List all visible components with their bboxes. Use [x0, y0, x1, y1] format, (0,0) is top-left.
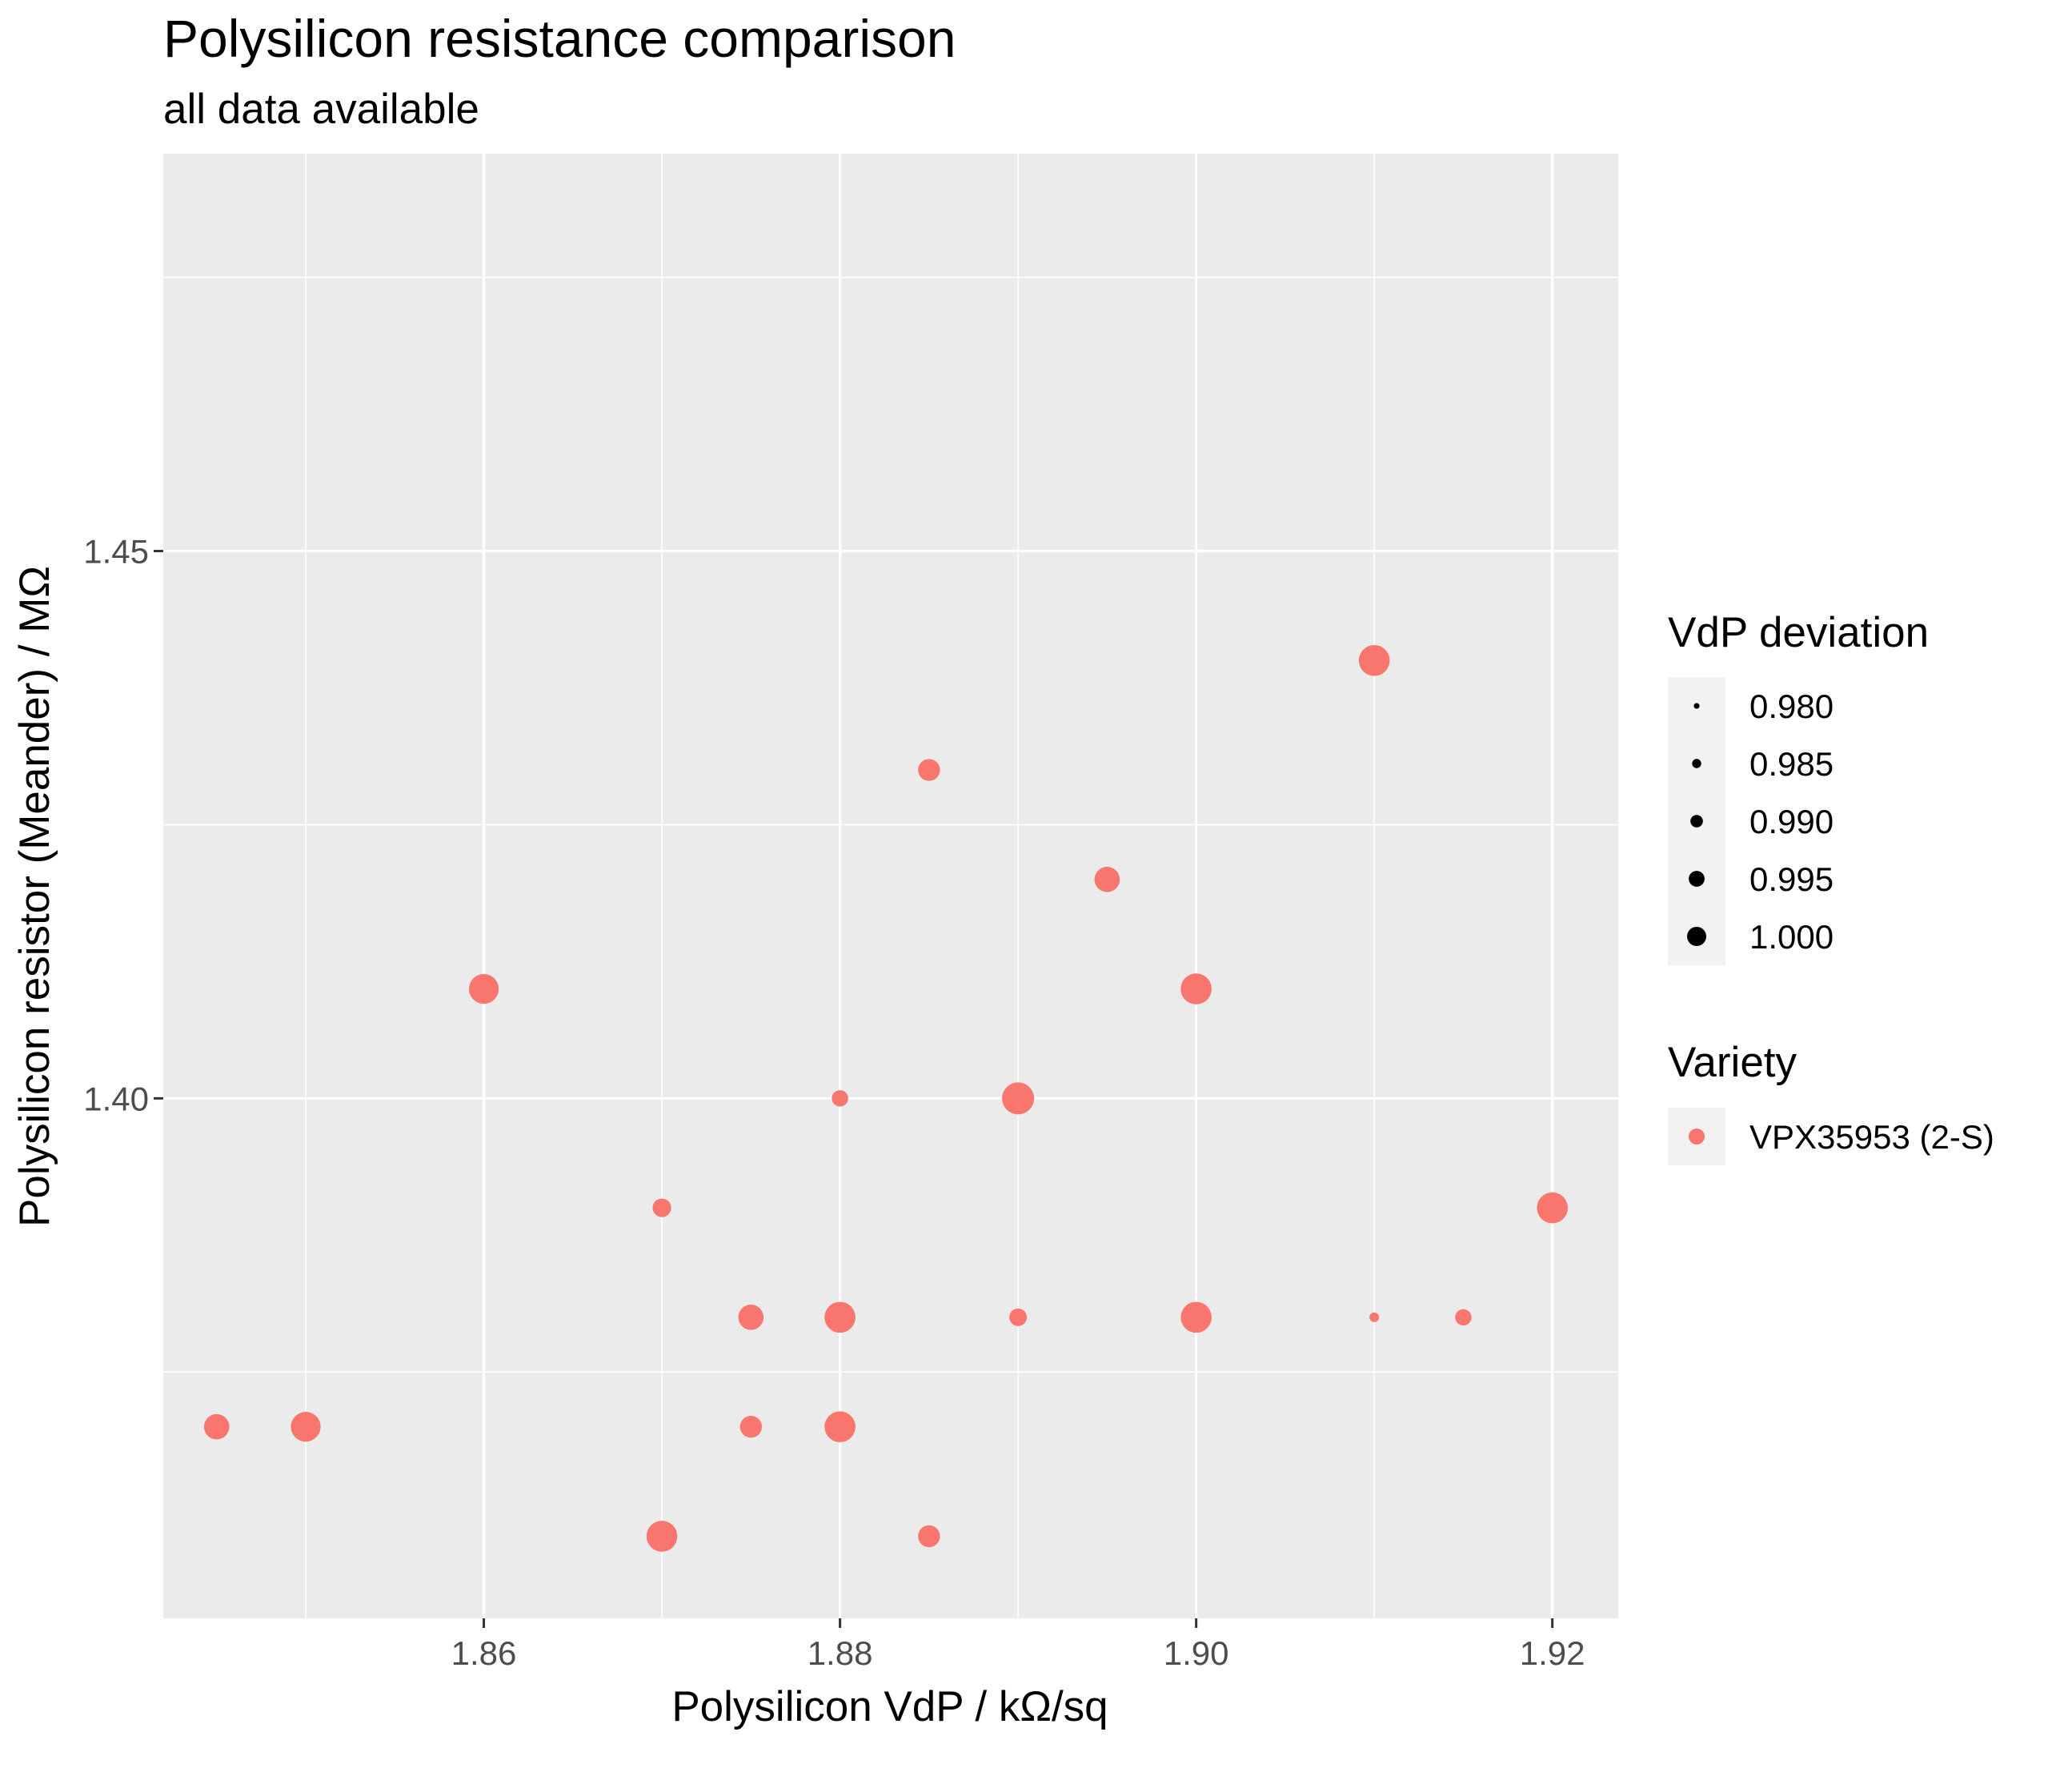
- y-axis-title: Polysilicon resistor (Meander) / MΩ: [11, 566, 58, 1227]
- data-point: [1180, 1301, 1212, 1333]
- grid-lines: [163, 154, 1618, 1618]
- data-point: [1358, 644, 1390, 676]
- size-legend-label: 1.000: [1749, 918, 1834, 956]
- data-point: [824, 1301, 856, 1333]
- y-tick-label: 1.40: [83, 1080, 149, 1117]
- data-point: [291, 1412, 321, 1442]
- data-point: [1455, 1309, 1472, 1326]
- data-point: [739, 1415, 763, 1438]
- data-point: [1369, 1312, 1380, 1322]
- chart-subtitle: all data available: [163, 86, 479, 133]
- data-point: [1537, 1192, 1568, 1224]
- size-legend-title: VdP deviation: [1668, 609, 1929, 656]
- size-legend-symbol: [1692, 759, 1701, 768]
- x-axis-title: Polysilicon VdP / kΩ/sq: [671, 1683, 1108, 1730]
- size-legend-symbol: [1687, 927, 1706, 946]
- data-point: [1009, 1308, 1028, 1326]
- axes: 1.86 1.88 1.90 1.92 1.40 1.45: [83, 532, 1585, 1672]
- size-legend-symbol: [1690, 815, 1703, 828]
- size-legend-symbol: [1689, 871, 1705, 887]
- plot-panel: [163, 154, 1618, 1618]
- data-point: [824, 1411, 856, 1442]
- size-legend-label: 0.985: [1749, 745, 1834, 783]
- size-legend-label: 0.995: [1749, 860, 1834, 898]
- y-tick-label: 1.45: [83, 532, 149, 570]
- data-point: [918, 1525, 940, 1548]
- data-point: [1002, 1082, 1035, 1115]
- chart-title: Polysilicon resistance comparison: [163, 9, 956, 68]
- color-legend-symbol: [1689, 1129, 1705, 1145]
- size-legend-keys: 0.980 0.985 0.990 0.995 1.000: [1668, 677, 1834, 965]
- x-tick-label: 1.90: [1164, 1634, 1229, 1672]
- data-point: [832, 1090, 848, 1107]
- x-tick-label: 1.92: [1520, 1634, 1585, 1672]
- data-point: [1094, 866, 1120, 892]
- x-tick-label: 1.88: [808, 1634, 873, 1672]
- data-point: [738, 1305, 764, 1330]
- data-point: [652, 1198, 671, 1217]
- size-legend-label: 0.990: [1749, 803, 1834, 840]
- legend: VdP deviation 0.9800.9850.9900.9951.000 …: [1668, 609, 1994, 1165]
- size-legend-label: 0.980: [1749, 688, 1834, 725]
- data-point: [203, 1413, 230, 1440]
- color-legend-keys: VPX35953 (2-S): [1668, 1108, 1994, 1165]
- data-point: [918, 759, 940, 781]
- data-point: [468, 973, 499, 1004]
- data-point: [646, 1521, 678, 1552]
- size-legend-symbol: [1693, 703, 1700, 709]
- color-legend-label: VPX35953 (2-S): [1749, 1118, 1994, 1156]
- x-tick-label: 1.86: [451, 1634, 517, 1672]
- data-points: [203, 644, 1568, 1552]
- data-point: [1180, 973, 1212, 1004]
- color-legend-title: Variety: [1668, 1039, 1798, 1086]
